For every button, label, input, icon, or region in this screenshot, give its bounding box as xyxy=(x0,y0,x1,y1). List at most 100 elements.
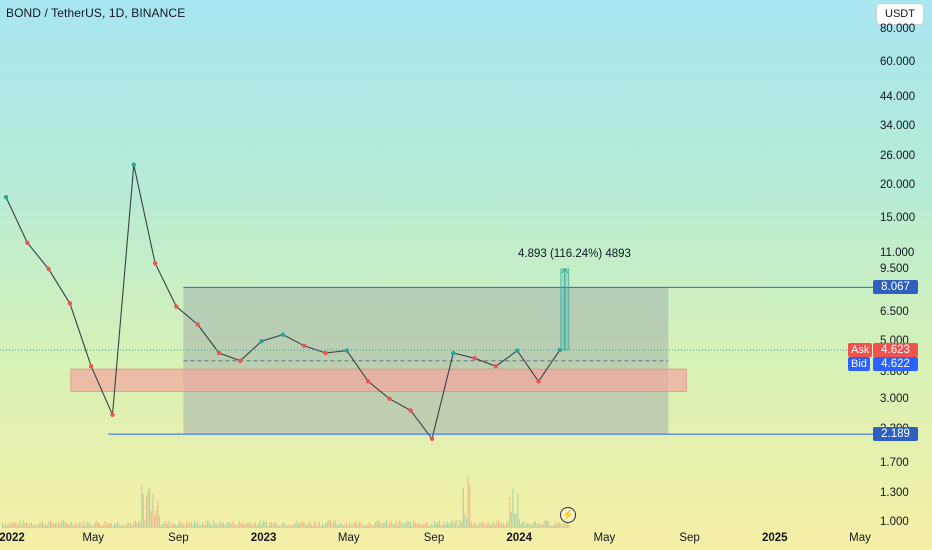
volume-bar xyxy=(90,524,92,528)
volume-bar xyxy=(469,485,471,528)
volume-bar xyxy=(203,524,205,528)
volume-bar xyxy=(165,521,167,528)
volume-bar xyxy=(510,511,512,528)
volume-bar xyxy=(459,520,461,528)
price-point xyxy=(429,436,435,441)
volume-bar xyxy=(426,521,428,528)
price-point xyxy=(110,412,115,417)
volume-bar xyxy=(494,524,496,528)
volume-bar xyxy=(19,520,21,528)
volume-bar xyxy=(224,525,226,528)
volume-bar xyxy=(267,525,269,528)
volume-bar xyxy=(384,522,386,528)
time-tick: May xyxy=(337,532,360,544)
volume-bar xyxy=(61,520,63,528)
demand-zone xyxy=(70,368,687,392)
volume-bar xyxy=(477,525,479,528)
volume-bar xyxy=(408,520,410,528)
measure-arrowhead xyxy=(561,268,569,274)
volume-bar xyxy=(506,522,508,528)
volume-bar xyxy=(518,518,520,528)
volume-bar xyxy=(502,523,504,528)
volume-bar xyxy=(98,523,100,528)
volume-bar xyxy=(275,521,277,528)
volume-bar xyxy=(451,520,453,528)
volume-bar xyxy=(475,524,477,528)
volume-bar xyxy=(381,525,383,528)
volume-bar xyxy=(213,520,215,528)
volume-bar xyxy=(302,522,304,528)
volume-bar xyxy=(566,522,568,528)
volume-bar xyxy=(296,520,298,528)
volume-bar xyxy=(235,525,237,528)
volume-bar xyxy=(557,524,559,528)
volume-bar xyxy=(522,521,524,528)
volume-bar xyxy=(238,521,240,528)
volume-bar xyxy=(74,525,76,528)
volume-bar xyxy=(237,523,239,528)
volume-bar xyxy=(299,523,301,528)
price-point xyxy=(451,350,456,356)
volume-bar xyxy=(147,490,149,528)
volume-bar xyxy=(227,521,229,528)
volume-bar xyxy=(88,522,90,528)
volume-bar xyxy=(318,521,320,528)
volume-bar xyxy=(338,524,340,528)
volume-bar xyxy=(312,525,314,528)
volume-bar xyxy=(259,520,261,528)
volume-bar xyxy=(341,523,343,528)
volume-bar xyxy=(314,521,316,528)
bid-price-box: 4.622 xyxy=(873,357,918,371)
volume-bar xyxy=(520,524,522,528)
volume-bar xyxy=(339,522,341,528)
volume-bar xyxy=(162,524,164,528)
price-point xyxy=(195,322,200,327)
volume-bar xyxy=(42,521,44,528)
price-point xyxy=(387,396,392,401)
volume-bar xyxy=(445,524,447,528)
volume-bar xyxy=(110,523,112,528)
volume-bar xyxy=(315,523,317,528)
volume-bar xyxy=(482,521,484,528)
volume-bar xyxy=(330,520,332,528)
volume-bar xyxy=(141,484,143,528)
volume-bar xyxy=(131,525,133,528)
volume-bar xyxy=(109,523,111,528)
volume-bar xyxy=(542,523,544,528)
volume-bar xyxy=(435,523,437,528)
lightning-icon[interactable]: ⚡ xyxy=(560,507,576,523)
volume-bar xyxy=(99,524,101,528)
volume-bar xyxy=(334,520,336,528)
volume-bar xyxy=(130,522,132,528)
volume-bar xyxy=(34,523,36,528)
price-point xyxy=(280,332,286,337)
volume-bar xyxy=(18,524,20,528)
volume-bar xyxy=(496,520,498,528)
volume-bar xyxy=(320,525,322,528)
volume-bar xyxy=(13,523,15,528)
time-tick: 2022 xyxy=(0,532,25,544)
volume-bar xyxy=(531,524,533,528)
volume-bar xyxy=(333,520,335,528)
volume-bar xyxy=(8,522,10,528)
volume-bar xyxy=(171,523,173,528)
volume-bar xyxy=(419,524,421,528)
volume-bar xyxy=(403,522,405,528)
volume-bar xyxy=(126,523,128,528)
volume-bar xyxy=(10,524,12,528)
chart-title: BOND / TetherUS, 1D, BINANCE xyxy=(6,6,186,20)
price-point xyxy=(515,348,520,353)
currency-button[interactable]: USDT xyxy=(876,3,924,25)
volume-bar xyxy=(234,524,236,528)
volume-bar xyxy=(307,523,309,528)
volume-bar xyxy=(304,523,306,528)
volume-bar xyxy=(421,525,423,528)
price-point xyxy=(536,379,541,384)
volume-bar xyxy=(205,524,207,528)
volume-bar xyxy=(398,521,400,528)
volume-bar xyxy=(509,496,511,528)
volume-bar xyxy=(122,525,124,528)
volume-bar xyxy=(362,525,364,528)
